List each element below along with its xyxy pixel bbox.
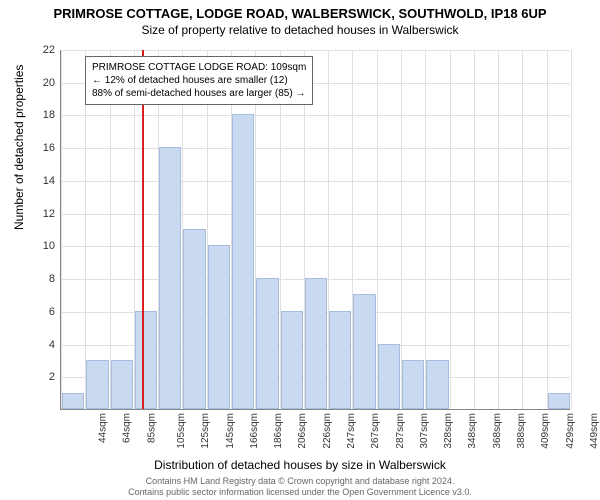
xtick-label: 64sqm xyxy=(122,413,133,443)
gridline-v xyxy=(401,50,402,409)
bar xyxy=(281,311,303,409)
ytick-label: 14 xyxy=(43,175,61,187)
bar xyxy=(548,393,570,409)
footer-line2: Contains public sector information licen… xyxy=(0,487,600,498)
xtick-label: 449sqm xyxy=(589,413,600,449)
xtick-label: 409sqm xyxy=(540,413,551,449)
ytick-label: 18 xyxy=(43,109,61,121)
chart-title-sub: Size of property relative to detached ho… xyxy=(0,21,600,37)
gridline-h xyxy=(61,148,570,149)
xtick-label: 388sqm xyxy=(516,413,527,449)
xtick-label: 307sqm xyxy=(419,413,430,449)
gridline-v xyxy=(474,50,475,409)
ytick-label: 8 xyxy=(49,273,61,285)
ytick-label: 6 xyxy=(49,306,61,318)
ytick-label: 4 xyxy=(49,339,61,351)
xtick-label: 125sqm xyxy=(200,413,211,449)
bar xyxy=(111,360,133,409)
gridline-h xyxy=(61,50,570,51)
bar xyxy=(256,278,278,409)
bar xyxy=(329,311,351,409)
bar xyxy=(426,360,448,409)
y-axis-label: Number of detached properties xyxy=(12,65,26,230)
gridline-v xyxy=(425,50,426,409)
ytick-label: 10 xyxy=(43,240,61,252)
annotation-box: PRIMROSE COTTAGE LODGE ROAD: 109sqm ← 12… xyxy=(85,56,313,105)
x-axis-label: Distribution of detached houses by size … xyxy=(0,458,600,472)
bar xyxy=(353,294,375,409)
bar xyxy=(159,147,181,409)
gridline-h xyxy=(61,181,570,182)
annotation-line1: PRIMROSE COTTAGE LODGE ROAD: 109sqm xyxy=(92,61,306,74)
histogram-chart: PRIMROSE COTTAGE, LODGE ROAD, WALBERSWIC… xyxy=(0,0,600,500)
gridline-h xyxy=(61,246,570,247)
xtick-label: 368sqm xyxy=(492,413,503,449)
ytick-label: 20 xyxy=(43,77,61,89)
bar xyxy=(378,344,400,409)
xtick-label: 348sqm xyxy=(468,413,479,449)
xtick-label: 105sqm xyxy=(176,413,187,449)
xtick-label: 226sqm xyxy=(322,413,333,449)
bar xyxy=(135,311,157,409)
bar xyxy=(305,278,327,409)
gridline-v xyxy=(522,50,523,409)
chart-title-main: PRIMROSE COTTAGE, LODGE ROAD, WALBERSWIC… xyxy=(0,0,600,21)
gridline-h xyxy=(61,115,570,116)
xtick-label: 85sqm xyxy=(146,413,157,443)
annotation-line3: 88% of semi-detached houses are larger (… xyxy=(92,87,306,100)
xtick-label: 328sqm xyxy=(443,413,454,449)
gridline-h xyxy=(61,214,570,215)
annotation-line2: ← 12% of detached houses are smaller (12… xyxy=(92,74,306,87)
bar xyxy=(183,229,205,409)
gridline-v xyxy=(61,50,62,409)
bar xyxy=(232,114,254,409)
gridline-v xyxy=(498,50,499,409)
xtick-label: 267sqm xyxy=(370,413,381,449)
gridline-v xyxy=(571,50,572,409)
footer-line1: Contains HM Land Registry data © Crown c… xyxy=(0,476,600,487)
xtick-label: 186sqm xyxy=(273,413,284,449)
bar xyxy=(62,393,84,409)
bar xyxy=(402,360,424,409)
gridline-v xyxy=(450,50,451,409)
xtick-label: 145sqm xyxy=(225,413,236,449)
bar xyxy=(208,245,230,409)
bar xyxy=(86,360,108,409)
ytick-label: 22 xyxy=(43,44,61,56)
xtick-label: 429sqm xyxy=(565,413,576,449)
xtick-label: 166sqm xyxy=(249,413,260,449)
xtick-label: 44sqm xyxy=(98,413,109,443)
xtick-label: 287sqm xyxy=(395,413,406,449)
ytick-label: 2 xyxy=(49,371,61,383)
ytick-label: 12 xyxy=(43,208,61,220)
gridline-v xyxy=(547,50,548,409)
xtick-label: 206sqm xyxy=(298,413,309,449)
xtick-label: 247sqm xyxy=(346,413,357,449)
ytick-label: 16 xyxy=(43,142,61,154)
chart-footer: Contains HM Land Registry data © Crown c… xyxy=(0,476,600,498)
plot-area: 24681012141618202244sqm64sqm85sqm105sqm1… xyxy=(60,50,570,410)
